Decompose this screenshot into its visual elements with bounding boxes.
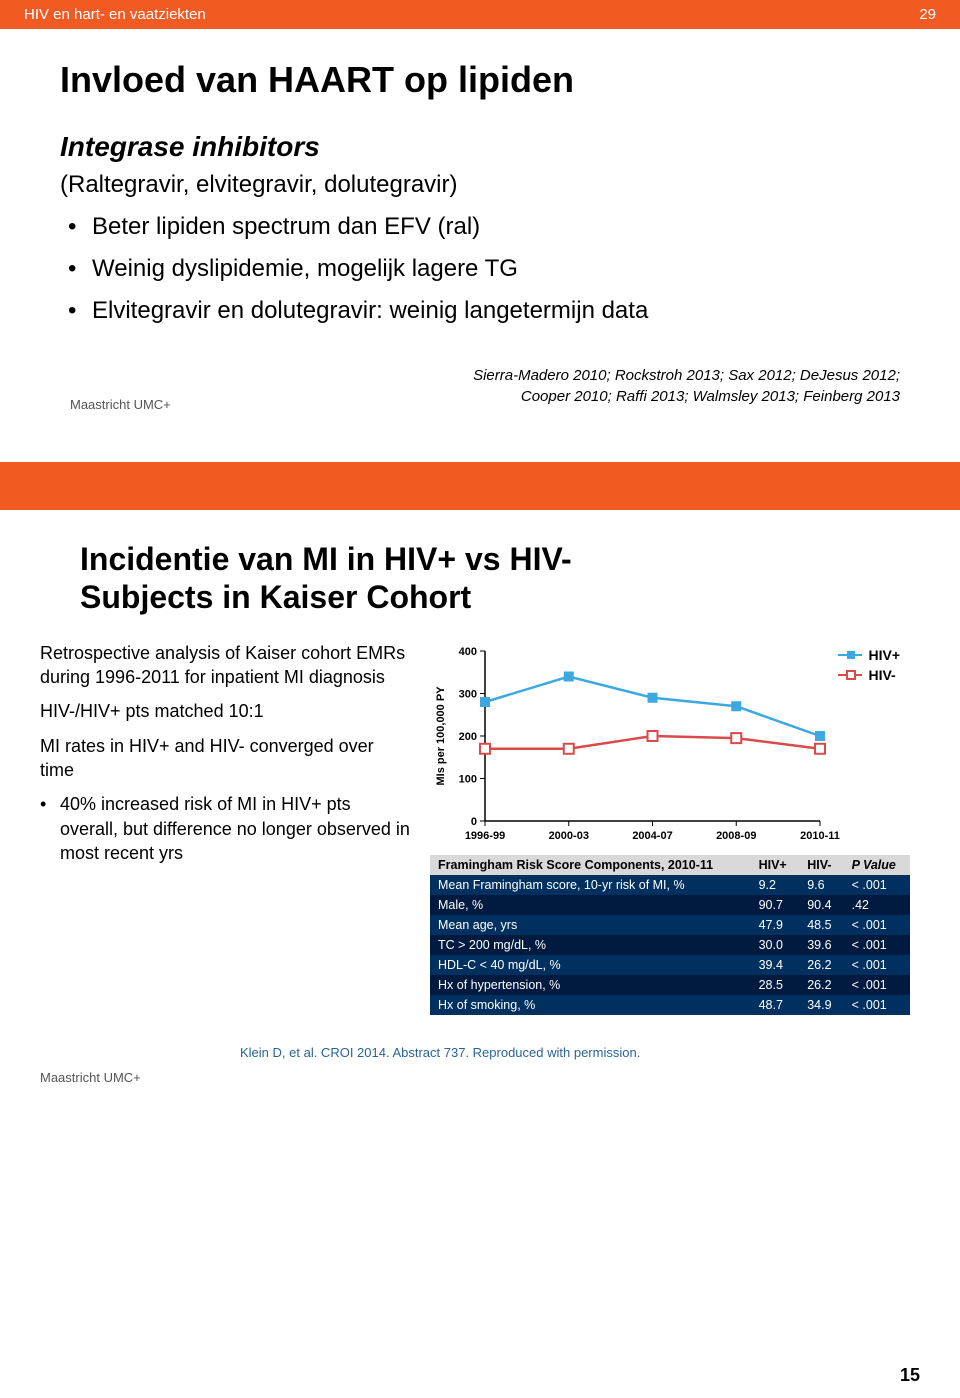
table-cell: 9.6	[799, 875, 843, 895]
table-cell: 39.4	[751, 955, 800, 975]
legend-label: HIV-	[868, 667, 895, 683]
svg-text:MIs per 100,000 PY: MIs per 100,000 PY	[435, 686, 447, 786]
page-number: 15	[900, 1365, 920, 1386]
svg-text:200: 200	[459, 731, 477, 743]
table-cell: 48.5	[799, 915, 843, 935]
table-row: Mean age, yrs47.948.5< .001	[430, 915, 910, 935]
table-cell: 90.7	[751, 895, 800, 915]
citation-line: Sierra-Madero 2010; Rockstroh 2013; Sax …	[473, 367, 900, 384]
citation-line: Cooper 2010; Raffi 2013; Walmsley 2013; …	[521, 388, 900, 405]
table-cell: Hx of hypertension, %	[430, 975, 751, 995]
slide-2: Incidentie van MI in HIV+ vs HIV- Subjec…	[0, 510, 960, 1105]
slide2-citation: Klein D, et al. CROI 2014. Abstract 737.…	[240, 1045, 920, 1060]
table-cell: 30.0	[751, 935, 800, 955]
svg-text:2008-09: 2008-09	[716, 830, 756, 842]
table-header-row: Framingham Risk Score Components, 2010-1…	[430, 855, 910, 875]
th: HIV-	[799, 855, 843, 875]
th: HIV+	[751, 855, 800, 875]
header-title: HIV en hart- en vaatziekten	[24, 6, 206, 23]
svg-text:1996-99: 1996-99	[465, 830, 505, 842]
table-cell: < .001	[844, 995, 910, 1015]
table-row: Male, %90.790.4.42	[430, 895, 910, 915]
legend-label: HIV+	[868, 647, 900, 663]
table-cell: < .001	[844, 955, 910, 975]
table-row: Hx of smoking, %48.734.9< .001	[430, 995, 910, 1015]
table-cell: Hx of smoking, %	[430, 995, 751, 1015]
slide2-title: Incidentie van MI in HIV+ vs HIV- Subjec…	[80, 540, 920, 617]
table-cell: Mean age, yrs	[430, 915, 751, 935]
slide2-left-col: Retrospective analysis of Kaiser cohort …	[40, 641, 410, 1015]
table-cell: .42	[844, 895, 910, 915]
slide1-subtitle: Integrase inhibitors	[60, 131, 900, 163]
slide1-title: Invloed van HAART op lipiden	[60, 59, 900, 101]
table-cell: 47.9	[751, 915, 800, 935]
table-cell: 26.2	[799, 975, 843, 995]
chart-legend: HIV+ HIV-	[838, 647, 900, 687]
svg-text:2010-11: 2010-11	[800, 830, 840, 842]
footer-logo: Maastricht UMC+	[40, 1070, 920, 1085]
svg-text:2000-03: 2000-03	[549, 830, 589, 842]
table-cell: < .001	[844, 915, 910, 935]
table-row: HDL-C < 40 mg/dL, %39.426.2< .001	[430, 955, 910, 975]
table-cell: 26.2	[799, 955, 843, 975]
table-cell: Mean Framingham score, 10-yr risk of MI,…	[430, 875, 751, 895]
framingham-table: Framingham Risk Score Components, 2010-1…	[430, 855, 910, 1015]
slide1-bullets: Beter lipiden spectrum dan EFV (ral) Wei…	[68, 213, 900, 325]
svg-text:300: 300	[459, 688, 477, 700]
bullet: Elvitegravir en dolutegravir: weinig lan…	[68, 297, 900, 325]
header-page-number: 29	[919, 6, 936, 23]
table-cell: < .001	[844, 975, 910, 995]
left-lead: Retrospective analysis of Kaiser cohort …	[40, 641, 410, 690]
svg-text:400: 400	[459, 646, 477, 658]
th: P Value	[852, 858, 896, 872]
svg-text:100: 100	[459, 773, 477, 785]
table-cell: 39.6	[799, 935, 843, 955]
table-cell: 90.4	[799, 895, 843, 915]
bullet: Weinig dyslipidemie, mogelijk lagere TG	[68, 255, 900, 283]
table-row: Mean Framingham score, 10-yr risk of MI,…	[430, 875, 910, 895]
page-header: HIV en hart- en vaatziekten 29	[0, 0, 960, 29]
left-bullet: 40% increased risk of MI in HIV+ pts ove…	[40, 792, 410, 865]
slide2-right-col: 0 100 200 300 400 MIs per 100,000 PY 1996-99 20…	[430, 641, 920, 1015]
slide1-paren: (Raltegravir, elvitegravir, dolutegravir…	[60, 171, 900, 199]
table-row: TC > 200 mg/dL, %30.039.6< .001	[430, 935, 910, 955]
table-cell: < .001	[844, 935, 910, 955]
th: Framingham Risk Score Components, 2010-1…	[430, 855, 751, 875]
bullet: Beter lipiden spectrum dan EFV (ral)	[68, 213, 900, 241]
title-line: Subjects in Kaiser Cohort	[80, 579, 471, 615]
table-cell: HDL-C < 40 mg/dL, %	[430, 955, 751, 975]
table-cell: 28.5	[751, 975, 800, 995]
left-lead: HIV-/HIV+ pts matched 10:1	[40, 699, 410, 723]
title-line: Incidentie van MI in HIV+ vs HIV-	[80, 541, 572, 577]
table-cell: TC > 200 mg/dL, %	[430, 935, 751, 955]
table-cell: 9.2	[751, 875, 800, 895]
mi-incidence-chart: 0 100 200 300 400 MIs per 100,000 PY 1996-99 20…	[430, 641, 910, 851]
table-cell: 34.9	[799, 995, 843, 1015]
svg-text:2004-07: 2004-07	[632, 830, 672, 842]
left-lead: MI rates in HIV+ and HIV- converged over…	[40, 734, 410, 783]
divider-bar	[0, 462, 960, 510]
slide-1: Invloed van HAART op lipiden Integrase i…	[0, 29, 960, 442]
table-row: Hx of hypertension, %28.526.2< .001	[430, 975, 910, 995]
legend-item: HIV+	[838, 647, 900, 663]
table-cell: Male, %	[430, 895, 751, 915]
svg-text:0: 0	[471, 816, 477, 828]
table-cell: < .001	[844, 875, 910, 895]
table-cell: 48.7	[751, 995, 800, 1015]
legend-item: HIV-	[838, 667, 900, 683]
